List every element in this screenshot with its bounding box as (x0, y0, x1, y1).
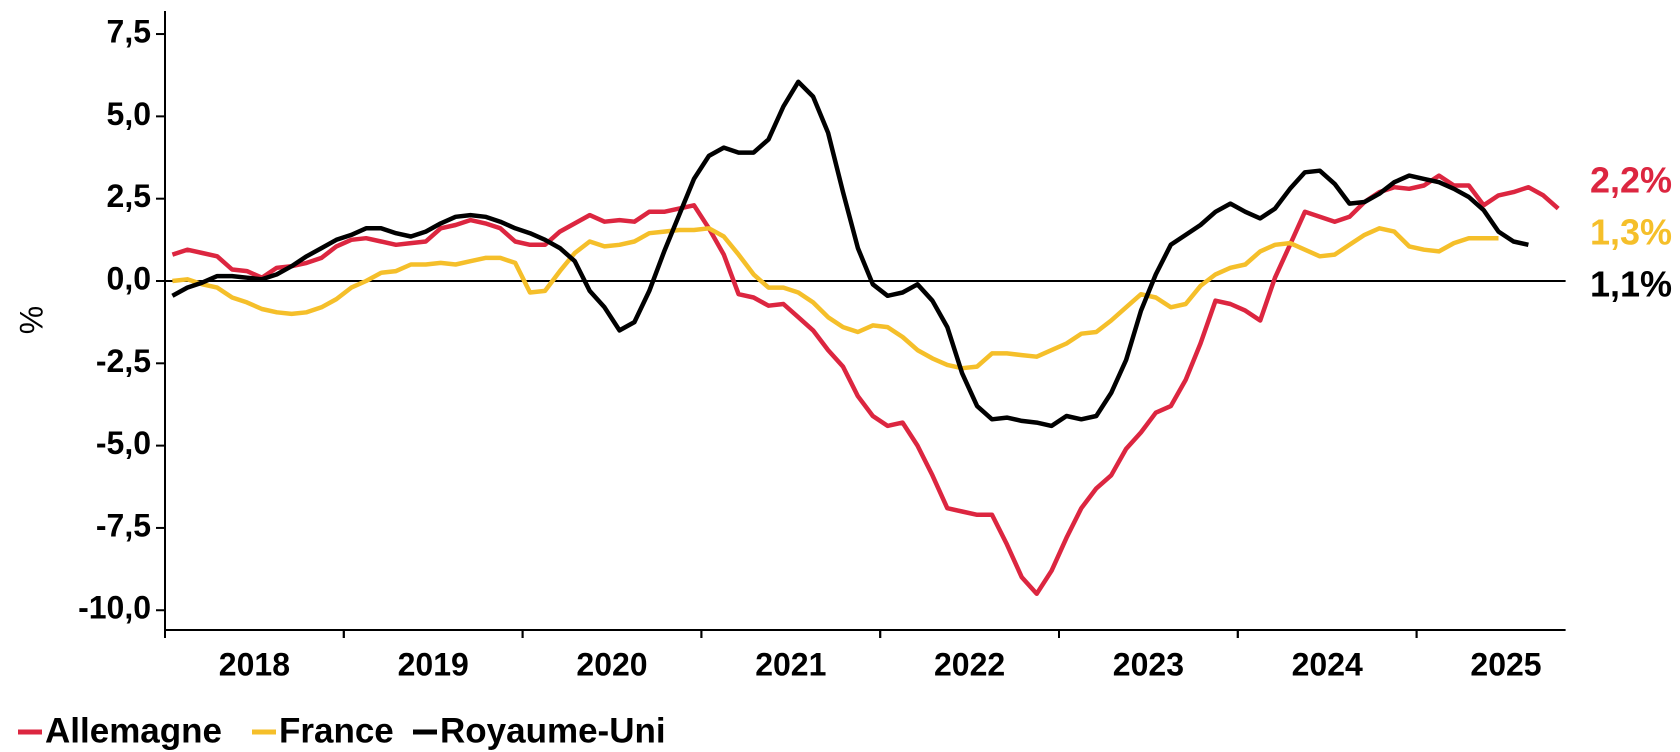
x-tick-label: 2022 (934, 646, 1005, 682)
x-tick-label: 2020 (576, 646, 647, 682)
end-label: 1,3% (1590, 212, 1672, 253)
series-line (171, 173, 1560, 597)
y-tick-label: 7,5 (107, 14, 151, 50)
x-tick-label: 2025 (1470, 646, 1541, 682)
legend-label: Royaume-Uni (440, 711, 666, 750)
end-label: 2,2% (1590, 160, 1672, 201)
x-tick-label: 2018 (219, 646, 290, 682)
y-tick-label: -7,5 (96, 507, 151, 543)
x-tick-label: 2023 (1113, 646, 1184, 682)
y-tick-label: -2,5 (96, 343, 151, 379)
y-tick-label: 5,0 (107, 96, 151, 132)
y-tick-label: 2,5 (107, 178, 151, 214)
y-tick-label: -10,0 (78, 590, 151, 626)
y-tick-label: 0,0 (107, 260, 151, 296)
legend-label: Allemagne (45, 711, 222, 750)
legend-label: France (279, 711, 394, 750)
series-line (171, 79, 1529, 429)
x-tick-label: 2021 (755, 646, 826, 682)
x-tick-label: 2019 (398, 646, 469, 682)
y-tick-label: -5,0 (96, 425, 151, 461)
x-tick-label: 2024 (1292, 646, 1363, 682)
series-line (172, 226, 1499, 371)
y-axis-label: % (13, 306, 49, 334)
end-label: 1,1% (1590, 264, 1672, 305)
